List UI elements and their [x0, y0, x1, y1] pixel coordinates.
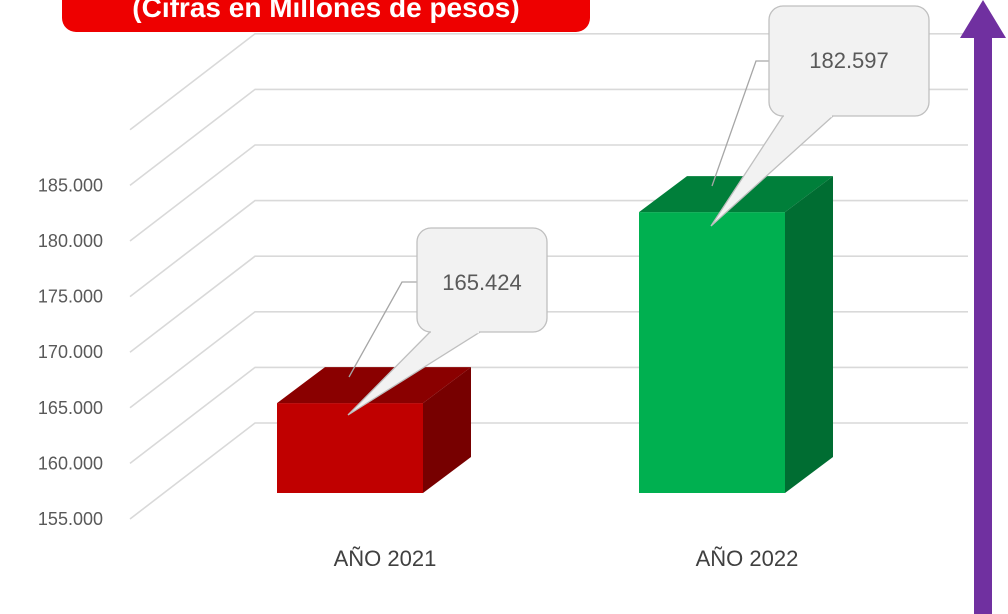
bar-side	[785, 176, 833, 494]
y-tick-label: 165.000	[38, 398, 103, 418]
data-label-text: 165.424	[442, 270, 522, 295]
data-label-text: 182.597	[809, 48, 889, 73]
y-tick-label: 155.000	[38, 509, 103, 529]
bar-front	[277, 403, 423, 493]
bar-front	[639, 212, 785, 494]
gridline	[129, 310, 968, 409]
data-label-2: 182.597	[710, 5, 930, 227]
y-tick-label: 160.000	[38, 453, 103, 473]
x-category-label: AÑO 2021	[334, 546, 437, 571]
data-label-callouts: 165.424 182.597	[347, 5, 930, 416]
y-tick-label: 170.000	[38, 342, 103, 362]
bar-top	[277, 367, 471, 404]
x-category-label: AÑO 2022	[696, 546, 799, 571]
leader-line	[711, 60, 769, 187]
bar-1	[277, 367, 471, 493]
chart-title-banner: (Cifras en Millones de pesos)	[62, 0, 590, 32]
gridline	[129, 255, 968, 353]
arrow-shaft	[974, 36, 992, 614]
callout-box	[416, 227, 548, 333]
arrow-head	[960, 0, 1006, 38]
y-tick-label: 175.000	[38, 287, 103, 307]
chart-bars	[277, 176, 833, 494]
callout-box	[768, 5, 930, 117]
data-label-1: 165.424	[347, 227, 548, 416]
y-tick-label: 180.000	[38, 231, 103, 251]
gridline	[129, 366, 968, 465]
gridline	[129, 144, 968, 242]
x-axis-category-labels: AÑO 2021 AÑO 2022	[334, 546, 799, 571]
gridline	[129, 88, 968, 187]
bar-2	[639, 176, 833, 494]
y-tick-label: 185.000	[38, 175, 103, 195]
up-arrow-icon	[960, 0, 1006, 614]
chart-gridlines	[129, 32, 968, 520]
gridline	[129, 199, 968, 298]
bar-side	[423, 367, 471, 493]
y-axis-tick-labels: 155.000 160.000 165.000 170.000 175.000 180.0…	[38, 175, 103, 529]
leader-line	[348, 281, 417, 378]
gridline	[129, 32, 968, 131]
gridline	[129, 422, 968, 520]
